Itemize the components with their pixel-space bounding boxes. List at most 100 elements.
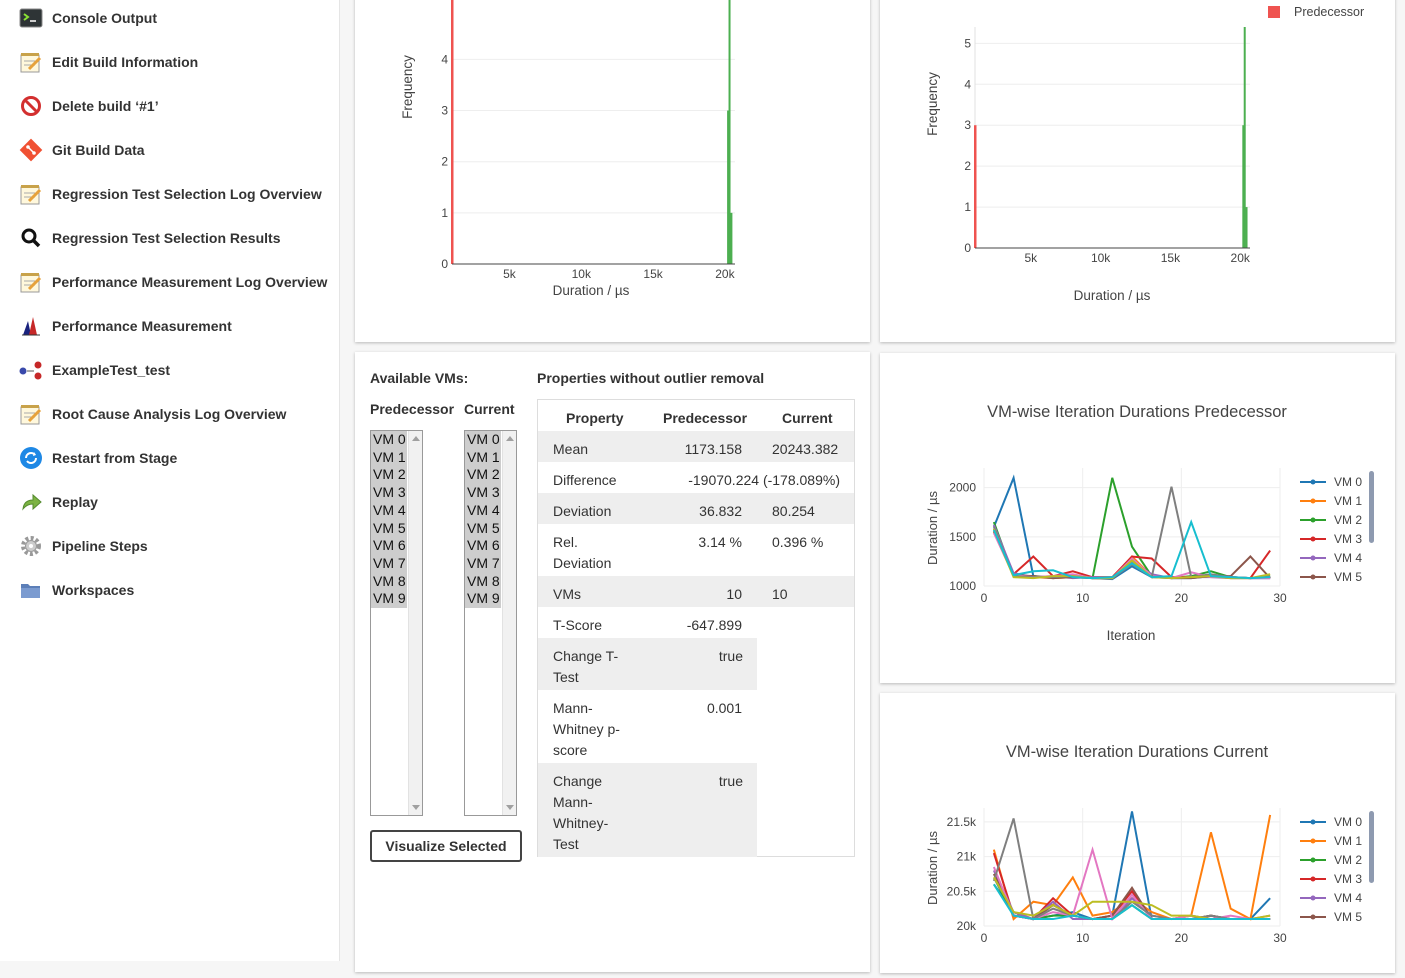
y-axis-label: Duration / µs (925, 491, 940, 565)
header-property: Property (566, 410, 624, 426)
sidebar-item-git-build-data[interactable]: Git Build Data (18, 135, 145, 165)
vm-option[interactable]: VM 1 (371, 448, 407, 467)
predecessor-vm-select[interactable]: VM 0 VM 1 VM 2 VM 3 VM 4 VM 5 VM 6 VM 7 VM 8 VM 9 (370, 430, 423, 816)
vm-option[interactable]: VM 6 (371, 537, 407, 555)
vm-option[interactable]: VM 4 (465, 501, 501, 520)
histogram-card-left: 0 1 2 3 4 5k 10k 15k 20k Duration / µs Frequency (355, 0, 870, 342)
y-tick-label: 0 (964, 241, 971, 255)
x-tick-label: 10k (572, 267, 592, 281)
legend-label[interactable]: VM 3 (1334, 532, 1362, 546)
series-line[interactable] (992, 846, 1271, 922)
histogram-bar-predecessor[interactable] (974, 125, 977, 248)
histogram-bar-current[interactable] (1243, 27, 1246, 248)
sidebar-item-label: Console Output (52, 10, 157, 26)
histogram-bar-current[interactable] (1245, 207, 1248, 248)
legend-label[interactable]: VM 4 (1334, 551, 1362, 565)
histogram-card-right: 0 1 2 3 4 5 5k 10k 15k 20k Duration / µs Frequenc… (880, 0, 1395, 342)
series-line[interactable] (992, 852, 1271, 921)
y-tick-label: 2 (441, 155, 448, 169)
legend-marker (1310, 555, 1316, 561)
sidebar-item-performance-measurement[interactable]: Performance Measurement (18, 311, 232, 341)
vm-option[interactable]: VM 5 (371, 519, 407, 538)
vm-option[interactable]: VM 3 (371, 484, 407, 502)
sidebar-item-replay[interactable]: Replay (18, 487, 98, 517)
vm-option[interactable]: VM 8 (465, 572, 501, 591)
y-axis-label: Duration / µs (925, 831, 940, 905)
x-tick-label: 20k (1231, 251, 1251, 265)
sidebar-item-label: Pipeline Steps (52, 538, 148, 554)
visualize-selected-button[interactable]: Visualize Selected (370, 830, 522, 862)
vm-option[interactable]: VM 7 (371, 554, 407, 573)
vm-option[interactable]: VM 9 (371, 590, 407, 609)
row-value: -647.899 (686, 617, 742, 633)
vm-option[interactable]: VM 4 (371, 501, 407, 520)
legend-label[interactable]: VM 5 (1334, 910, 1362, 924)
sidebar-item-label: Delete build ‘#1’ (52, 98, 159, 114)
row-current-value: 0.396 % (772, 534, 824, 550)
row-current-value: 20243.382 (772, 441, 839, 457)
legend-label[interactable]: VM 1 (1334, 834, 1362, 848)
sidebar-item-rts-results[interactable]: Regression Test Selection Results (18, 223, 280, 253)
vm-option[interactable]: VM 0 (465, 431, 501, 449)
histogram-bar-predecessor[interactable] (451, 0, 454, 264)
sidebar-item-rca-log-overview[interactable]: Root Cause Analysis Log Overview (18, 399, 286, 429)
row-label: Difference (553, 472, 617, 488)
current-vm-select[interactable]: VM 0 VM 1 VM 2 VM 3 VM 4 VM 5 VM 6 VM 7 VM 8 VM 9 (464, 430, 517, 816)
histogram-bar-current[interactable] (730, 212, 733, 264)
histogram-bar-current[interactable] (1242, 125, 1245, 248)
histogram-bar-current[interactable] (727, 110, 730, 265)
vm-option[interactable]: VM 1 (465, 448, 501, 467)
vm-option[interactable]: VM 9 (465, 590, 501, 609)
legend-scrollbar[interactable] (1369, 811, 1374, 883)
y-tick-label: 1 (964, 200, 971, 214)
legend-scrollbar[interactable] (1369, 471, 1374, 543)
row-predecessor-value: 3.14 % (698, 534, 742, 550)
sidebar-item-restart-from-stage[interactable]: Restart from Stage (18, 443, 177, 473)
sidebar-item-perf-log-overview[interactable]: Performance Measurement Log Overview (18, 267, 327, 297)
vm-option[interactable]: VM 2 (371, 466, 407, 485)
legend-label[interactable]: VM 4 (1334, 891, 1362, 905)
terminal-icon (18, 6, 44, 30)
legend-label[interactable]: VM 3 (1334, 872, 1362, 886)
vm-option[interactable]: VM 7 (465, 554, 501, 573)
legend-marker (1310, 498, 1316, 504)
table-row-change-mann-whitney: Change Mann- Whitney- Test true (538, 763, 757, 857)
sidebar-item-edit-build-information[interactable]: Edit Build Information (18, 47, 198, 77)
table-row-mann-whitney-pscore: Mann- Whitney p-score 0.001 (538, 690, 854, 763)
sidebar-item-label: Workspaces (52, 582, 135, 598)
notepad-icon (18, 270, 44, 294)
vm-option[interactable]: VM 0 (371, 431, 407, 449)
series-line[interactable] (992, 814, 1272, 921)
sidebar-item-label: Git Build Data (52, 142, 145, 158)
sidebar-item-workspaces[interactable]: Workspaces (18, 575, 134, 605)
legend-label[interactable]: VM 5 (1334, 570, 1362, 584)
legend-label[interactable]: VM 2 (1334, 853, 1362, 867)
sidebar-item-console-output[interactable]: Console Output (18, 3, 157, 33)
chart-title: VM-wise Iteration Durations Current (1006, 743, 1269, 761)
sidebar-item-exampletest[interactable]: ExampleTest_test (18, 355, 170, 385)
vm-wise-current-chart: VM-wise Iteration Durations Current 0 10 2… (925, 743, 1374, 945)
sidebar-item-delete-build[interactable]: Delete build ‘#1’ (18, 91, 159, 121)
sidebar-item-pipeline-steps[interactable]: Pipeline Steps (18, 531, 148, 561)
series-line[interactable] (992, 519, 1271, 580)
sidebar-item-rts-log-overview[interactable]: Regression Test Selection Log Overview (18, 179, 322, 209)
legend-label-predecessor[interactable]: Predecessor (1294, 5, 1364, 19)
scrollbar[interactable] (408, 431, 422, 815)
histogram-bar-current[interactable] (728, 0, 731, 264)
legend-label[interactable]: VM 0 (1334, 815, 1362, 829)
vm-option[interactable]: VM 5 (465, 519, 501, 538)
vm-option[interactable]: VM 3 (465, 484, 501, 502)
scrollbar[interactable] (502, 431, 516, 815)
sidebar-item-label: Performance Measurement Log Overview (52, 274, 328, 290)
series-line[interactable] (992, 873, 1271, 921)
legend-label[interactable]: VM 0 (1334, 475, 1362, 489)
y-tick-label: 1000 (949, 579, 976, 593)
legend-label[interactable]: VM 2 (1334, 513, 1362, 527)
vm-option[interactable]: VM 8 (371, 572, 407, 591)
vm-option[interactable]: VM 6 (465, 537, 501, 555)
legend-label[interactable]: VM 1 (1334, 494, 1362, 508)
row-value: true (718, 648, 743, 664)
vm-option[interactable]: VM 2 (465, 466, 501, 485)
series-line[interactable] (993, 883, 1271, 921)
